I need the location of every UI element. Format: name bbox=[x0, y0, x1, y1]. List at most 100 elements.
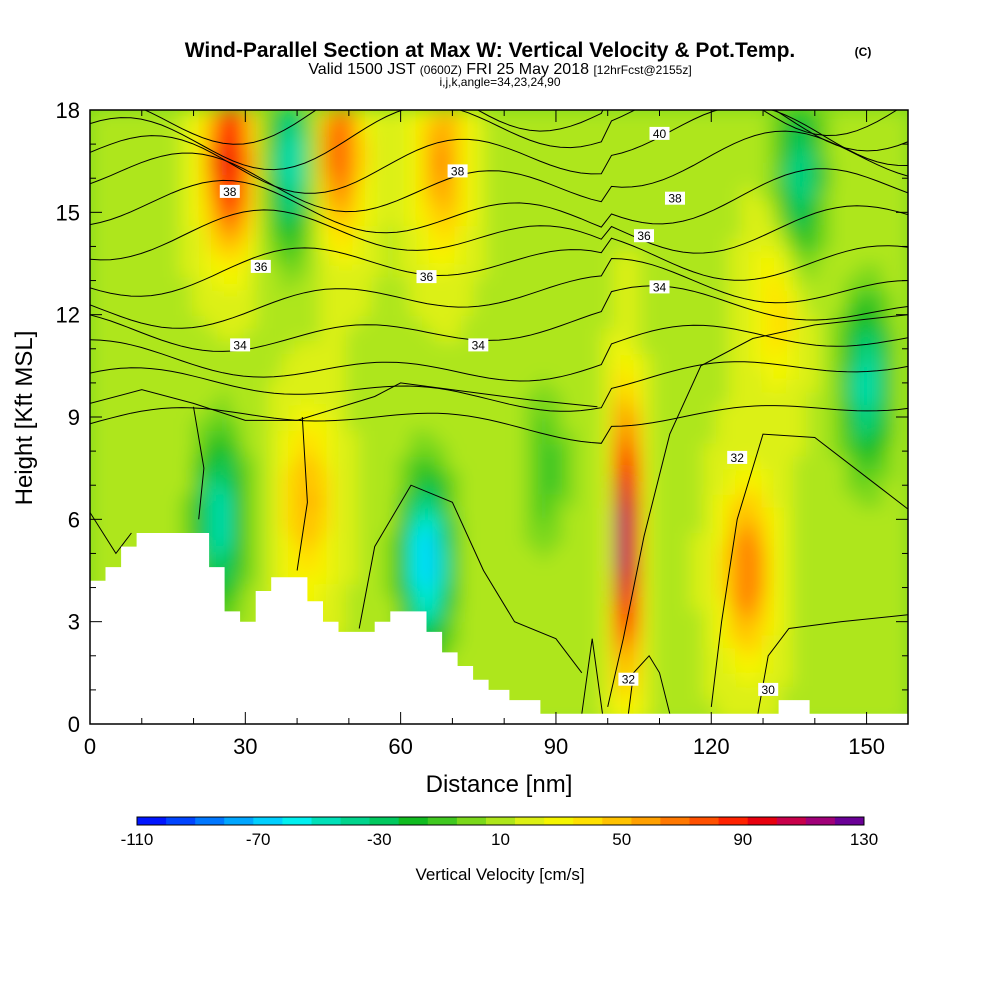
velocity-cell bbox=[473, 237, 488, 252]
velocity-cell bbox=[818, 314, 833, 329]
velocity-cell bbox=[754, 186, 769, 201]
velocity-cell bbox=[256, 110, 270, 124]
velocity-cell bbox=[345, 212, 360, 227]
velocity-cell bbox=[588, 148, 603, 163]
velocity-cell bbox=[499, 493, 513, 508]
velocity-cell bbox=[115, 493, 130, 508]
velocity-cell bbox=[358, 263, 373, 278]
velocity-cell bbox=[409, 442, 424, 457]
velocity-cell bbox=[511, 557, 526, 572]
colorbar-swatch bbox=[456, 817, 487, 825]
velocity-cell bbox=[588, 237, 603, 252]
velocity-cell bbox=[435, 544, 449, 559]
velocity-cell bbox=[128, 122, 143, 137]
velocity-cell bbox=[179, 493, 194, 508]
velocity-cell bbox=[754, 122, 769, 137]
velocity-cell bbox=[677, 468, 692, 482]
velocity-cell bbox=[588, 417, 603, 431]
velocity-cell bbox=[741, 276, 756, 291]
velocity-cell bbox=[447, 455, 462, 470]
velocity-cell bbox=[601, 353, 616, 367]
velocity-cell bbox=[422, 570, 437, 585]
velocity-cell bbox=[741, 698, 756, 713]
velocity-cell bbox=[677, 135, 692, 150]
velocity-cell bbox=[358, 404, 373, 418]
velocity-cell bbox=[205, 122, 219, 137]
velocity-cell bbox=[307, 225, 322, 239]
velocity-cell bbox=[550, 672, 564, 687]
velocity-cell bbox=[281, 544, 296, 559]
velocity-cell bbox=[192, 301, 207, 316]
velocity-cell bbox=[435, 212, 449, 227]
velocity-cell bbox=[371, 570, 385, 585]
velocity-cell bbox=[754, 327, 769, 342]
velocity-cell bbox=[192, 225, 207, 239]
velocity-cell bbox=[422, 289, 437, 303]
velocity-cell bbox=[511, 263, 526, 278]
contour-label-bg bbox=[250, 259, 271, 273]
velocity-cell bbox=[690, 186, 705, 201]
velocity-cell bbox=[601, 340, 616, 355]
velocity-cell bbox=[435, 353, 449, 367]
velocity-cell bbox=[844, 608, 858, 623]
velocity-cell bbox=[486, 353, 500, 367]
velocity-cell bbox=[332, 276, 347, 291]
velocity-cell bbox=[320, 442, 334, 457]
velocity-cell bbox=[869, 161, 884, 175]
velocity-cell bbox=[690, 135, 705, 150]
velocity-cell bbox=[690, 455, 705, 470]
velocity-cell bbox=[767, 506, 782, 521]
velocity-cell bbox=[780, 340, 794, 355]
velocity-cell bbox=[869, 212, 884, 227]
velocity-cell bbox=[268, 353, 283, 367]
velocity-cell bbox=[358, 250, 373, 265]
contour-label: 40 bbox=[649, 126, 670, 141]
velocity-cell bbox=[805, 583, 820, 598]
velocity-cell bbox=[626, 596, 641, 610]
velocity-cell bbox=[856, 557, 871, 572]
velocity-cell bbox=[384, 174, 398, 188]
velocity-cell bbox=[473, 289, 488, 303]
velocity-cell bbox=[562, 442, 577, 457]
velocity-cell bbox=[741, 596, 756, 610]
velocity-cell bbox=[895, 468, 908, 482]
velocity-cell bbox=[601, 608, 616, 623]
velocity-cell bbox=[818, 365, 833, 380]
velocity-cell bbox=[754, 608, 769, 623]
velocity-cell bbox=[141, 276, 155, 291]
velocity-cell bbox=[716, 493, 731, 508]
velocity-cell bbox=[128, 481, 143, 495]
velocity-cell bbox=[537, 148, 552, 163]
velocity-cell bbox=[639, 110, 654, 124]
velocity-cell bbox=[741, 314, 756, 329]
velocity-cell bbox=[780, 135, 794, 150]
velocity-cell bbox=[307, 468, 322, 482]
velocity-cell bbox=[550, 289, 564, 303]
velocity-cell bbox=[384, 276, 398, 291]
velocity-cell bbox=[767, 212, 782, 227]
velocity-cell bbox=[371, 583, 385, 598]
velocity-cell bbox=[396, 391, 411, 406]
velocity-cell bbox=[537, 596, 552, 610]
velocity-cell bbox=[384, 455, 398, 470]
velocity-cell bbox=[281, 481, 296, 495]
velocity-cell bbox=[486, 647, 500, 662]
velocity-cell bbox=[243, 583, 258, 598]
velocity-cell bbox=[473, 596, 488, 610]
velocity-cell bbox=[537, 455, 552, 470]
velocity-cell bbox=[307, 174, 322, 188]
velocity-cell bbox=[614, 391, 628, 406]
velocity-cell bbox=[153, 468, 168, 482]
velocity-cell bbox=[793, 455, 807, 470]
velocity-cell bbox=[307, 212, 322, 227]
velocity-cell bbox=[102, 532, 117, 546]
velocity-cell bbox=[396, 212, 411, 227]
velocity-cell bbox=[882, 570, 897, 585]
velocity-cell bbox=[128, 135, 143, 150]
contour-label: 36 bbox=[250, 259, 271, 274]
velocity-cell bbox=[562, 608, 577, 623]
velocity-cell bbox=[460, 353, 475, 367]
velocity-cell bbox=[614, 583, 628, 598]
velocity-cell bbox=[332, 135, 347, 150]
velocity-cell bbox=[639, 429, 654, 444]
